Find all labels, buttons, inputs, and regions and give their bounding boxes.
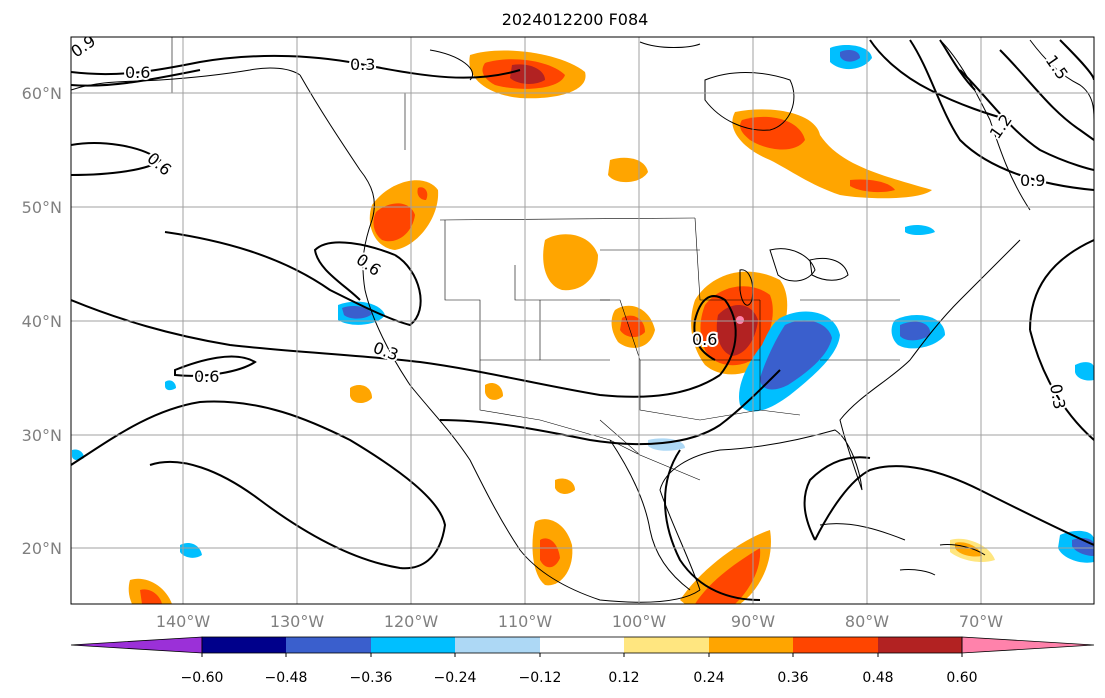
borders [171, 37, 900, 481]
contour-label: 0.3 [350, 55, 375, 74]
negative-anomaly-northeast [891, 315, 945, 349]
colorbar-segments [70, 636, 1095, 657]
contour-label: 0.6 [692, 330, 717, 349]
positive-anomaly-manitoba [608, 157, 648, 183]
contour-label: 0.3 [1046, 382, 1069, 410]
lat-tick-label: 60°N [22, 84, 62, 103]
colorbar-segment [286, 637, 371, 653]
colorbar-frame [201, 636, 963, 654]
colorbar-tick-label: −0.36 [350, 670, 393, 686]
colorbar-segment [202, 637, 286, 653]
lat-tick-label: 20°N [22, 539, 62, 558]
colorbar-tick-label: −0.60 [181, 670, 224, 686]
colorbar-segment [624, 637, 709, 653]
lat-tick-label: 50°N [22, 198, 62, 217]
longitude-labels: 140°W 130°W 120°W 110°W 100°W 90°W 80°W … [156, 612, 1003, 631]
latitude-labels: 60°N 50°N 40°N 30°N 20°N [22, 84, 62, 558]
colorbar-tick-label: −0.12 [519, 670, 562, 686]
gridlines [71, 37, 1094, 604]
map-frame [70, 36, 1095, 605]
positive-anomaly-wyoming [543, 234, 598, 291]
lat-tick-label: 30°N [22, 426, 62, 445]
colorbar-tick-label: 0.48 [862, 670, 893, 686]
colorbar: −0.60 −0.48 −0.36 −0.24 −0.12 0.12 0.24 … [70, 636, 1095, 686]
colorbar-ticks: −0.60 −0.48 −0.36 −0.24 −0.12 0.12 0.24 … [181, 670, 978, 686]
colorbar-tick-label: 0.60 [946, 670, 977, 686]
colorbar-tick-label: −0.48 [265, 670, 308, 686]
lon-tick-label: 90°W [731, 612, 775, 631]
positive-anomaly-hudson [732, 109, 932, 199]
colorbar-segment [540, 637, 624, 653]
colorbar-segment [455, 637, 540, 653]
contour-label: 0.6 [194, 367, 219, 386]
coastlines [71, 39, 1094, 603]
positive-anomaly-bc [369, 180, 439, 250]
colorbar-segment [793, 637, 878, 653]
colorbar-tick-label: 0.12 [608, 670, 639, 686]
colorbar-tick-label: 0.36 [777, 670, 808, 686]
contour-lines [71, 39, 1094, 601]
colorbar-arrow-low [70, 636, 203, 654]
map-title: 2024012200 F084 [501, 10, 649, 29]
colorbar-segment [878, 637, 962, 653]
colorbar-tick-label: −0.24 [434, 670, 477, 686]
contour-label: 0.9 [1020, 171, 1045, 190]
lon-tick-label: 70°W [959, 612, 1003, 631]
colorbar-arrow-high [961, 636, 1095, 654]
positive-anomaly-alaska [469, 50, 586, 99]
lon-tick-label: 100°W [612, 612, 667, 631]
lon-tick-label: 130°W [270, 612, 325, 631]
colorbar-segment [709, 637, 793, 653]
contour-label: 0.6 [125, 63, 150, 82]
lon-tick-label: 80°W [845, 612, 889, 631]
colorbar-segment [371, 637, 455, 653]
lon-tick-label: 110°W [498, 612, 553, 631]
anomaly-shading [72, 45, 1094, 604]
colorbar-tick-label: 0.24 [693, 670, 724, 686]
lon-tick-label: 120°W [384, 612, 439, 631]
lat-tick-label: 40°N [22, 312, 62, 331]
lon-tick-label: 140°W [156, 612, 211, 631]
